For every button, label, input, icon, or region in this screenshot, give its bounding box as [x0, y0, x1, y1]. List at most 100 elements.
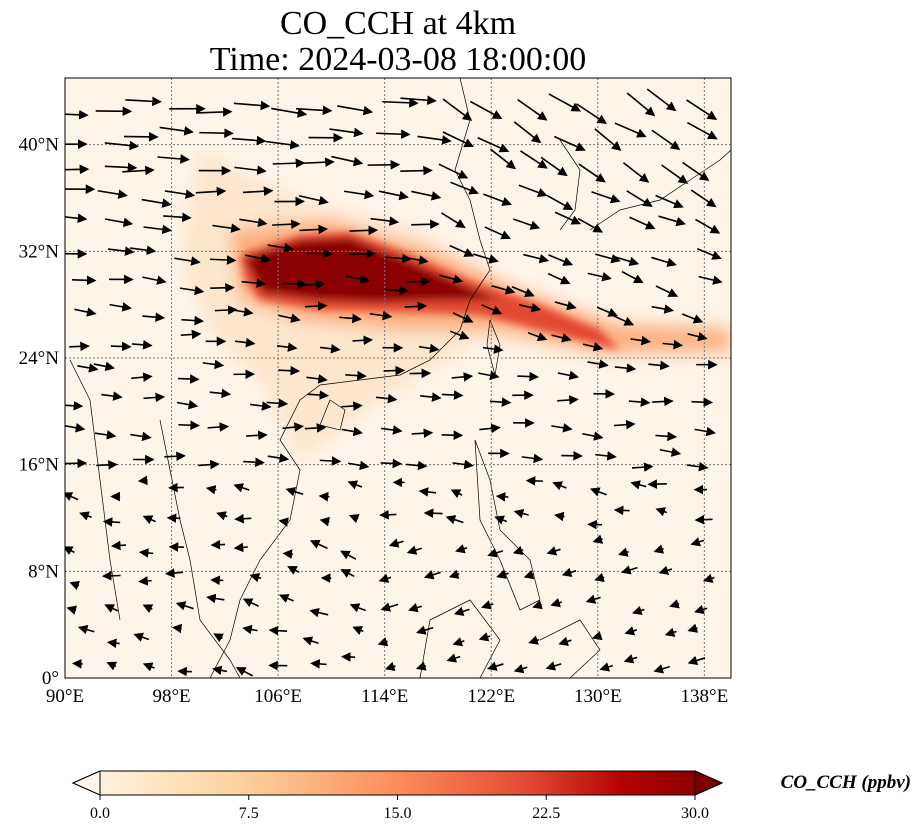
wind-arrow [143, 224, 172, 235]
wind-arrow [180, 329, 202, 340]
wind-arrow [209, 255, 237, 265]
wind-arrow [681, 313, 704, 324]
wind-arrow [695, 218, 721, 234]
wind-arrow [629, 216, 656, 230]
wind-arrow [209, 388, 232, 399]
wind-arrow [450, 489, 463, 499]
wind-arrow [268, 625, 288, 636]
wind-arrow [405, 460, 428, 471]
wind-arrow [179, 285, 205, 296]
colorbar-tick-label: 0.0 [90, 805, 110, 822]
wind-arrow [682, 161, 710, 181]
wind-arrow [415, 661, 427, 671]
wind-arrow [388, 538, 404, 548]
wind-arrow [65, 422, 86, 433]
wind-arrow [687, 623, 699, 633]
wind-arrow [97, 189, 128, 199]
wind-arrow [451, 372, 474, 382]
wind-arrow [231, 307, 254, 317]
wind-arrow [241, 278, 267, 288]
wind-arrow [626, 92, 656, 117]
wind-arrow [302, 636, 319, 646]
wind-arrow [614, 122, 647, 138]
wind-arrow [164, 451, 186, 462]
wind-arrow [687, 331, 708, 342]
y-tick-label: 16°N [19, 455, 60, 476]
wind-arrow [518, 303, 542, 313]
wind-arrow [646, 88, 677, 112]
wind-arrow [550, 598, 563, 608]
wind-arrow [691, 397, 714, 407]
wind-arrow [352, 335, 374, 346]
wind-arrow [664, 627, 677, 637]
wind-arrow [613, 315, 635, 326]
wind-arrow [339, 313, 362, 324]
wind-arrow [589, 487, 607, 497]
wind-arrow [557, 370, 580, 381]
wind-arrow [400, 165, 433, 176]
wind-arrow [599, 662, 614, 672]
wind-arrow [553, 135, 586, 152]
y-tick-label: 8°N [28, 561, 59, 582]
wind-arrow [380, 602, 399, 612]
wind-arrow [661, 164, 689, 184]
wind-arrow [420, 392, 442, 402]
wind-arrow [349, 249, 377, 259]
wind-arrow [370, 216, 400, 226]
wind-arrow [406, 276, 431, 287]
wind-arrow [578, 163, 606, 183]
wind-arrow [345, 274, 370, 284]
wind-arrow [74, 307, 97, 317]
wind-arrow [651, 129, 681, 151]
y-tick-label: 40°N [19, 135, 60, 156]
wind-arrow [496, 569, 509, 579]
wind-arrow [585, 594, 601, 604]
wind-arrow [242, 598, 259, 608]
wind-arrow [592, 534, 604, 544]
wind-arrow [423, 508, 443, 518]
wind-arrow [138, 576, 152, 586]
wind-arrow [175, 601, 194, 611]
wind-arrow [69, 580, 81, 590]
wind-arrow [554, 211, 582, 225]
wind-arrow [442, 131, 475, 148]
wind-vectors [65, 88, 723, 677]
wind-arrow [582, 431, 604, 441]
wind-arrow [198, 459, 220, 470]
wind-arrow [576, 103, 607, 124]
wind-arrow [65, 164, 90, 175]
y-tick-label: 0° [42, 668, 59, 689]
wind-arrow [375, 393, 398, 404]
wind-arrow [587, 519, 603, 530]
wind-arrow [513, 121, 542, 144]
wind-arrow [299, 224, 329, 235]
wind-arrow [587, 272, 612, 282]
wind-arrow [178, 374, 200, 384]
wind-arrow [658, 565, 673, 575]
wind-arrow [104, 217, 134, 228]
wind-arrow [591, 630, 603, 641]
wind-arrow [282, 422, 304, 432]
wind-arrow [110, 540, 126, 551]
wind-arrow [484, 226, 511, 240]
wind-arrow [628, 397, 651, 407]
wind-arrow [494, 515, 508, 525]
wind-arrow [110, 341, 132, 352]
wind-arrow [176, 399, 199, 410]
map-area [65, 78, 731, 678]
x-tick-label: 114°E [361, 686, 408, 707]
wind-arrow [411, 219, 440, 230]
map-frame [64, 77, 732, 679]
wind-arrow [104, 604, 119, 613]
wind-arrow [94, 430, 117, 440]
wind-arrow [577, 217, 604, 233]
wind-arrow [696, 248, 722, 260]
wind-arrow [540, 156, 568, 177]
wind-arrow [181, 315, 205, 326]
wind-arrow [449, 330, 470, 340]
chart-title: CO_CCH at 4km [279, 5, 517, 42]
wind-arrow [481, 600, 494, 610]
wind-arrow [159, 126, 194, 136]
wind-arrow [242, 186, 274, 196]
wind-arrow [65, 492, 79, 501]
